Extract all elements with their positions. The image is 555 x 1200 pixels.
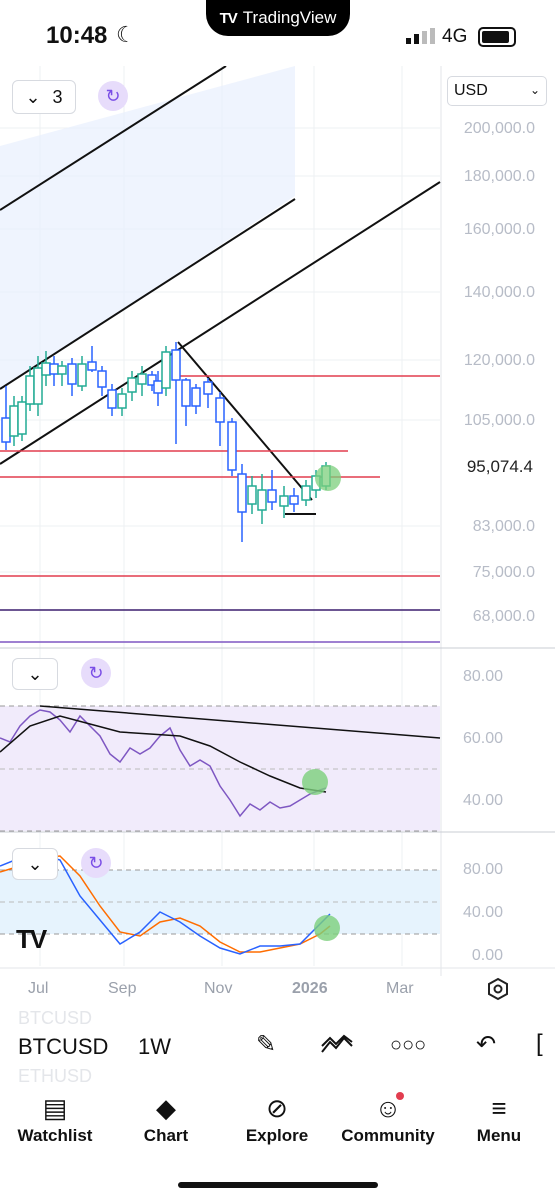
network-type: 4G	[442, 26, 468, 47]
symbol-bar: BTCUSD BTCUSD ETHUSD 1W	[0, 1008, 555, 1086]
refresh-icon[interactable]: ↻	[98, 81, 128, 111]
tab-menu[interactable]: ≡ Menu	[444, 1090, 554, 1146]
notification-dot	[396, 1092, 404, 1100]
tab-label: Menu	[476, 1126, 522, 1145]
price-tick: 75,000.0	[472, 564, 535, 581]
indicators-icon[interactable]	[320, 1034, 354, 1056]
chart-canvas[interactable]	[0, 66, 555, 1006]
tab-community[interactable]: ☺ Community	[333, 1090, 443, 1146]
more-options-icon[interactable]: ○○○	[390, 1034, 427, 1056]
chevron-down-icon: ⌄	[25, 86, 41, 107]
next-symbol[interactable]: ETHUSD	[18, 1066, 93, 1086]
price-tick: 140,000.0	[463, 284, 535, 301]
chevron-down-icon: ⌄	[529, 83, 540, 97]
time-tick: Jul	[28, 980, 49, 997]
stoch-pane	[0, 853, 440, 955]
rsi-pane	[0, 705, 441, 832]
clock: 10:48	[46, 22, 108, 49]
chart-icon: ◆	[156, 1093, 176, 1123]
fullscreen-icon[interactable]: [	[536, 1030, 543, 1057]
tab-watchlist[interactable]: ▤ Watchlist	[0, 1090, 110, 1146]
community-icon: ☺	[374, 1093, 402, 1123]
highlight-marker	[315, 465, 341, 491]
price-tick: 200,000.0	[463, 120, 535, 137]
candles	[1, 342, 331, 542]
tradingview-logo-icon: TV	[16, 924, 47, 954]
tab-explore[interactable]: ⊘ Explore	[222, 1090, 332, 1146]
settings-icon[interactable]	[486, 977, 510, 1001]
interval-count: 3	[52, 86, 63, 107]
trend-channel	[0, 66, 441, 515]
stoch-tick: 80.00	[462, 861, 503, 878]
price-tick: 68,000.0	[472, 608, 535, 625]
tab-chart[interactable]: ◆ Chart	[111, 1090, 221, 1146]
price-tick: 105,000.0	[463, 412, 535, 429]
signal-icon	[406, 28, 435, 44]
time-tick: Nov	[204, 980, 233, 997]
price-tick: 83,000.0	[472, 518, 535, 535]
compass-icon: ⊘	[266, 1093, 288, 1123]
rsi-tick: 80.00	[462, 668, 503, 685]
price-tick: 120,000.0	[463, 352, 535, 369]
brand-name: TradingView	[242, 8, 337, 27]
interval-toggle[interactable]: ⌄ 3	[12, 80, 76, 114]
symbol-button[interactable]: BTCUSD	[18, 1034, 109, 1059]
watchlist-icon: ▤	[42, 1093, 68, 1123]
stoch-collapse-button[interactable]: ⌄	[12, 848, 58, 880]
interval-button[interactable]: 1W	[138, 1034, 171, 1059]
stoch-tick: 40.00	[462, 904, 503, 921]
time-tick: 2026	[292, 980, 328, 997]
currency-select[interactable]: USD ⌄	[447, 76, 547, 106]
channel-fill	[0, 66, 295, 390]
menu-icon: ≡	[491, 1093, 507, 1123]
tab-label: Watchlist	[17, 1126, 93, 1145]
moon-icon: ☾	[116, 22, 136, 47]
chevron-down-icon: ⌄	[27, 853, 43, 874]
tradingview-logo-icon: TV	[219, 9, 238, 27]
time-tick: Mar	[386, 980, 414, 997]
refresh-icon[interactable]: ↻	[81, 658, 111, 688]
rsi-tick: 40.00	[462, 792, 503, 809]
rsi-collapse-button[interactable]: ⌄	[12, 658, 58, 690]
stoch-tick: 0.00	[471, 947, 503, 964]
refresh-icon[interactable]: ↻	[81, 848, 111, 878]
status-bar: 10:48 ☾ TV TradingView 4G	[0, 0, 555, 66]
chevron-down-icon: ⌄	[27, 663, 43, 684]
tab-label: Explore	[245, 1126, 309, 1145]
price-tick: 160,000.0	[463, 221, 535, 238]
drawing-pen-icon[interactable]: ✎	[256, 1031, 277, 1058]
tab-label: Community	[341, 1126, 435, 1145]
rsi-tick: 60.00	[462, 730, 503, 747]
price-tick: 180,000.0	[463, 168, 535, 185]
dynamic-island: TV TradingView	[206, 0, 350, 36]
currency-label: USD	[454, 82, 488, 99]
battery-icon	[478, 27, 516, 47]
tab-label: Chart	[143, 1126, 189, 1145]
undo-icon[interactable]: ↶	[476, 1031, 497, 1058]
prev-symbol[interactable]: BTCUSD	[18, 1008, 93, 1028]
home-indicator[interactable]	[178, 1182, 378, 1188]
current-price-label: 95,074.4	[466, 457, 533, 477]
time-tick: Sep	[108, 980, 137, 997]
